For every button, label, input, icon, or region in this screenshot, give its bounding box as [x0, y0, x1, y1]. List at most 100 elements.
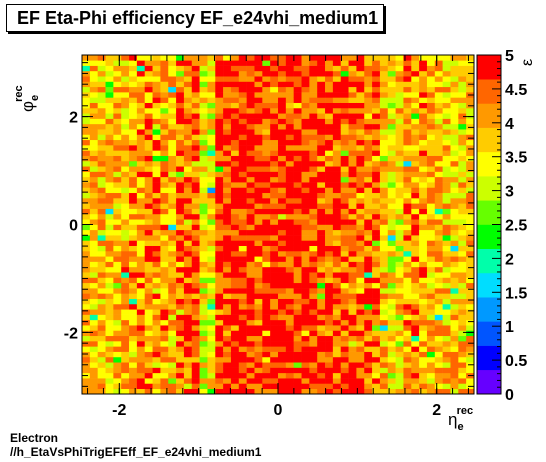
heatmap-cell	[191, 171, 200, 178]
heatmap-cell	[379, 319, 389, 326]
heatmap-cell	[466, 309, 475, 315]
heatmap-cell	[199, 219, 208, 225]
heatmap-cell	[262, 145, 271, 151]
heatmap-cell	[121, 166, 130, 172]
heatmap-cell	[246, 176, 255, 183]
heatmap-cell	[458, 330, 467, 337]
heatmap-cell	[82, 330, 91, 337]
heatmap-cell	[419, 150, 428, 156]
heatmap-cell	[254, 224, 263, 231]
heatmap-cell	[82, 272, 91, 278]
heatmap-cell	[82, 314, 91, 321]
heatmap-cell	[160, 314, 169, 321]
heatmap-cell	[458, 192, 467, 199]
heatmap-cell	[113, 277, 122, 284]
heatmap-cell	[325, 240, 334, 246]
heatmap-cell	[426, 113, 436, 119]
heatmap-cell	[129, 187, 138, 194]
heatmap-cell	[238, 356, 247, 363]
heatmap-cell	[434, 65, 443, 72]
heatmap-cell	[113, 351, 122, 358]
heatmap-cell	[183, 298, 193, 305]
heatmap-cell	[293, 92, 302, 98]
heatmap-cell	[105, 298, 114, 305]
heatmap-cell	[340, 65, 349, 72]
heatmap-cell	[364, 86, 373, 93]
heatmap-cell	[129, 367, 138, 374]
heatmap-cell	[254, 198, 263, 204]
heatmap-cell	[176, 92, 185, 98]
heatmap-cell	[419, 182, 428, 188]
heatmap-cell	[113, 362, 122, 368]
heatmap-cell	[82, 213, 91, 220]
heatmap-cell	[105, 123, 114, 130]
heatmap-cell	[348, 65, 357, 72]
heatmap-cell	[97, 309, 106, 315]
heatmap-cell	[278, 351, 287, 358]
heatmap-cell	[419, 298, 428, 305]
heatmap-cell	[254, 346, 263, 352]
heatmap-cell	[317, 60, 326, 66]
heatmap-cell	[191, 107, 200, 114]
heatmap-cell	[317, 325, 326, 331]
heatmap-cell	[309, 325, 318, 331]
heatmap-cell	[97, 65, 106, 72]
heatmap-cell	[278, 139, 287, 146]
heatmap-cell	[340, 383, 349, 390]
heatmap-cell	[207, 134, 216, 141]
heatmap-cell	[207, 118, 216, 125]
heatmap-cell	[348, 145, 357, 151]
heatmap-cell	[395, 229, 404, 236]
heatmap-cell	[411, 55, 420, 61]
heatmap-cell	[129, 145, 138, 151]
heatmap-cell	[340, 325, 349, 331]
heatmap-cell	[191, 118, 200, 125]
heatmap-cell	[317, 282, 326, 289]
heatmap-cell	[387, 92, 396, 98]
heatmap-cell	[113, 261, 122, 268]
heatmap-cell	[466, 346, 475, 352]
heatmap-cell	[223, 70, 232, 77]
heatmap-cell	[191, 346, 200, 352]
heatmap-cell	[372, 166, 381, 172]
heatmap-cell	[270, 335, 279, 342]
heatmap-cell	[191, 378, 200, 384]
heatmap-cell	[301, 235, 310, 241]
heatmap-cell	[325, 76, 334, 82]
heatmap-cell	[136, 341, 146, 347]
heatmap-cell	[325, 150, 334, 156]
heatmap-cell	[89, 383, 98, 390]
heatmap-cell	[223, 362, 232, 368]
color-scale-swatch	[477, 151, 501, 177]
heatmap-cell	[238, 346, 247, 352]
heatmap-cell	[293, 219, 302, 225]
heatmap-cell	[285, 372, 294, 379]
heatmap-cell	[238, 208, 247, 215]
heatmap-cell	[89, 55, 98, 61]
heatmap-cell	[403, 76, 412, 82]
heatmap-cell	[183, 383, 193, 390]
heatmap-cell	[160, 240, 169, 246]
heatmap-cell	[395, 107, 404, 114]
heatmap-cell	[285, 277, 294, 284]
heatmap-cell	[246, 362, 255, 368]
heatmap-cell	[246, 250, 255, 257]
heatmap-cell	[144, 86, 153, 93]
heatmap-cell	[411, 150, 420, 156]
heatmap-cell	[411, 92, 420, 98]
heatmap-cell	[317, 107, 326, 114]
heatmap-cell	[270, 303, 279, 310]
heatmap-cell	[387, 272, 396, 278]
heatmap-cell	[293, 229, 302, 236]
heatmap-cell	[160, 97, 169, 103]
heatmap-cell	[458, 288, 467, 294]
heatmap-cell	[309, 224, 318, 231]
heatmap-cell	[379, 192, 389, 199]
heatmap-cell	[246, 356, 255, 363]
heatmap-cell	[199, 208, 208, 215]
heatmap-cell	[426, 192, 436, 199]
heatmap-cell	[207, 176, 216, 183]
heatmap-cell	[230, 240, 240, 246]
heatmap-cell	[129, 81, 138, 88]
heatmap-cell	[348, 219, 357, 225]
